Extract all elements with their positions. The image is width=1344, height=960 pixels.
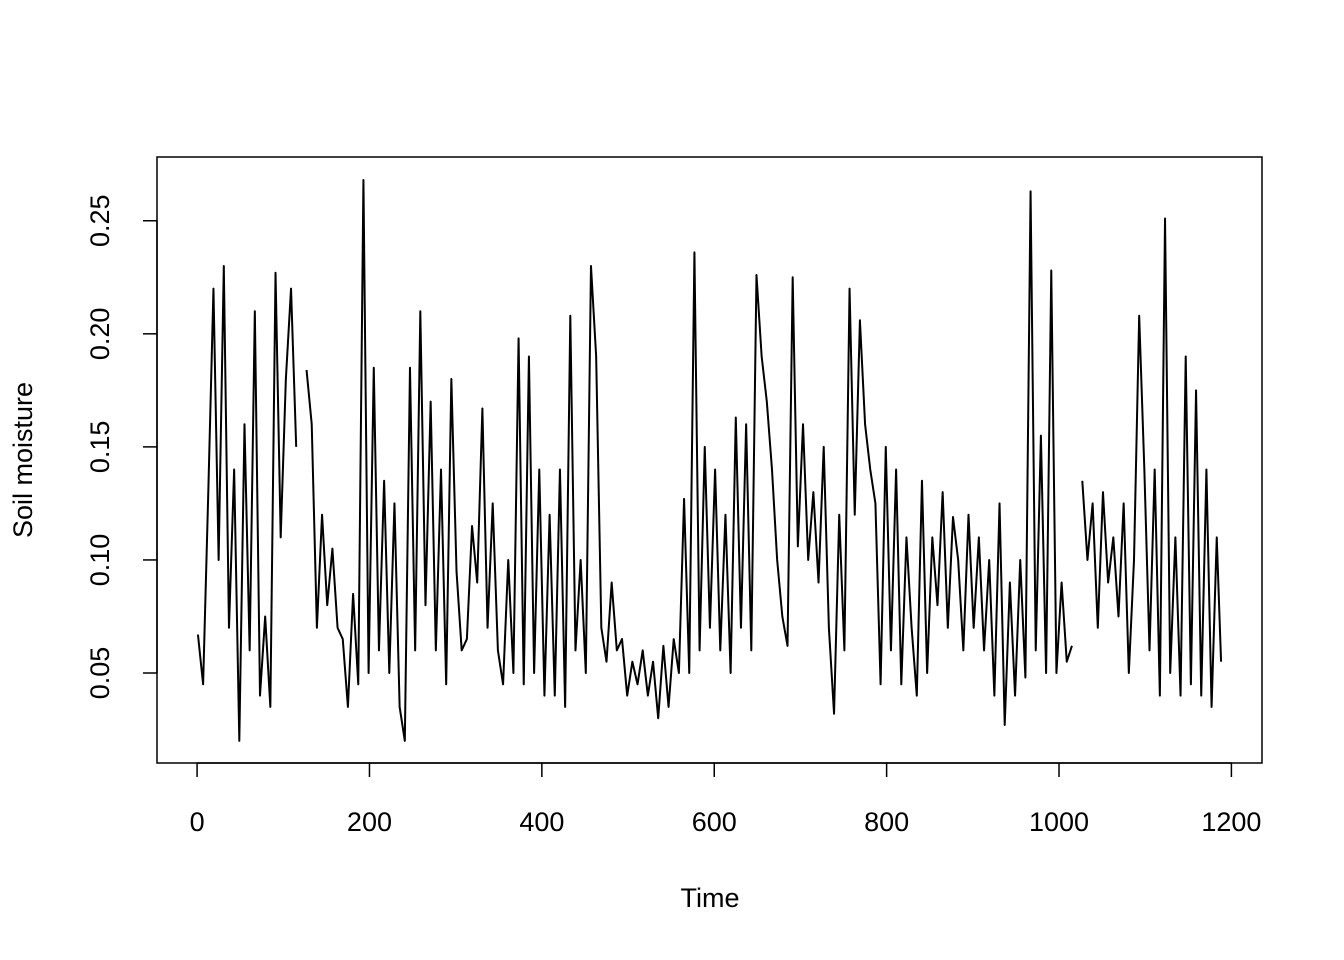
plot-box: [156, 156, 1263, 764]
x-axis-label: Time: [681, 883, 740, 913]
x-tick-label: 0: [190, 807, 205, 837]
x-tick-label: 200: [347, 807, 392, 837]
y-axis-label: Soil moisture: [8, 382, 38, 538]
y-tick-label: 0.10: [85, 534, 115, 587]
x-tick-label: 800: [864, 807, 909, 837]
data-line: [196, 179, 1223, 742]
y-tick-label: 0.25: [85, 194, 115, 247]
x-tick-label: 600: [692, 807, 737, 837]
x-tick-label: 1200: [1201, 807, 1261, 837]
y-tick-label: 0.05: [85, 647, 115, 700]
y-tick-label: 0.20: [85, 308, 115, 361]
x-tick-label: 1000: [1029, 807, 1089, 837]
y-tick-label: 0.15: [85, 421, 115, 474]
x-tick-label: 400: [519, 807, 564, 837]
